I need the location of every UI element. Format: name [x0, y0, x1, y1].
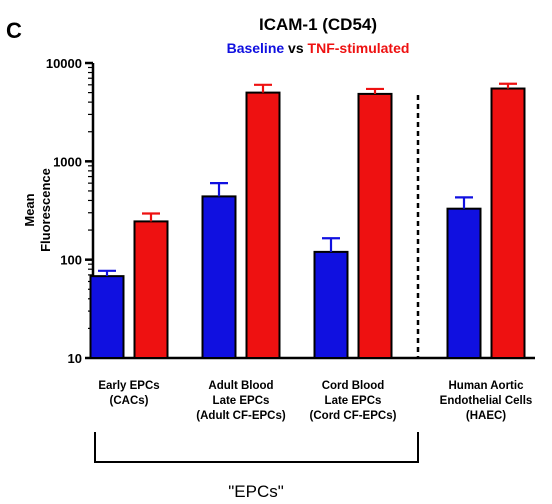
bar-tnf	[133, 220, 169, 359]
subtitle-part-2: TNF-stimulated	[308, 40, 410, 56]
group-label: "EPCs"	[228, 482, 284, 501]
category-label-line: Endothelial Cells	[440, 395, 533, 407]
category-label-line: Human Aortic	[449, 380, 525, 392]
y-axis-label-line: Fluorescence	[38, 168, 53, 252]
category-label-line: Adult Blood	[208, 380, 273, 392]
bar-tnf	[357, 92, 393, 359]
bar-baseline	[446, 207, 482, 359]
category-label-line: Cord Blood	[322, 380, 385, 392]
group-bracket: "EPCs"	[94, 432, 419, 501]
y-tick-label: 100	[60, 253, 82, 268]
bar-baseline	[89, 275, 125, 359]
panel-letter: C	[6, 18, 22, 43]
category-label: Human Aortic Endothelial Cells (HAEC)	[440, 380, 533, 422]
category-label: Cord Blood Late EPCs (Cord CF-EPCs)	[310, 380, 397, 422]
y-tick-label: 1000	[53, 154, 82, 169]
category-label-line: Late EPCs	[325, 395, 382, 407]
y-tick-label: 10	[68, 351, 82, 366]
category-label-line: Late EPCs	[213, 395, 270, 407]
category-label-line: (HAEC)	[466, 410, 506, 422]
bar-baseline	[313, 250, 349, 359]
category-label: Early EPCs (CACs)	[98, 380, 159, 407]
y-tick-label: 10000	[46, 56, 82, 71]
category-label-line: Early EPCs	[98, 380, 159, 392]
y-axis-ticks: 10 100 1000 10000	[46, 56, 93, 366]
chart-title: ICAM-1 (CD54)	[259, 15, 377, 34]
category-label-line: (CACs)	[110, 395, 149, 407]
y-axis-label-line: Mean	[22, 193, 37, 226]
category-label: Adult Blood Late EPCs (Adult CF-EPCs)	[196, 380, 286, 422]
error-bars	[98, 82, 517, 277]
chart-subtitle: Baseline vs TNF-stimulated	[227, 40, 410, 56]
category-label-line: (Cord CF-EPCs)	[310, 410, 397, 422]
category-labels: Early EPCs (CACs) Adult Blood Late EPCs (Adu…	[98, 380, 532, 422]
subtitle-part-0: Baseline	[227, 40, 285, 56]
y-axis-label: Mean Fluorescence	[22, 168, 53, 252]
bracket-line	[94, 432, 419, 463]
category-label-line: (Adult CF-EPCs)	[196, 410, 286, 422]
bar-tnf	[245, 91, 281, 359]
subtitle-part-1: vs	[284, 40, 307, 56]
bar-tnf	[490, 87, 526, 359]
bars	[89, 87, 526, 359]
bar-baseline	[201, 195, 237, 359]
